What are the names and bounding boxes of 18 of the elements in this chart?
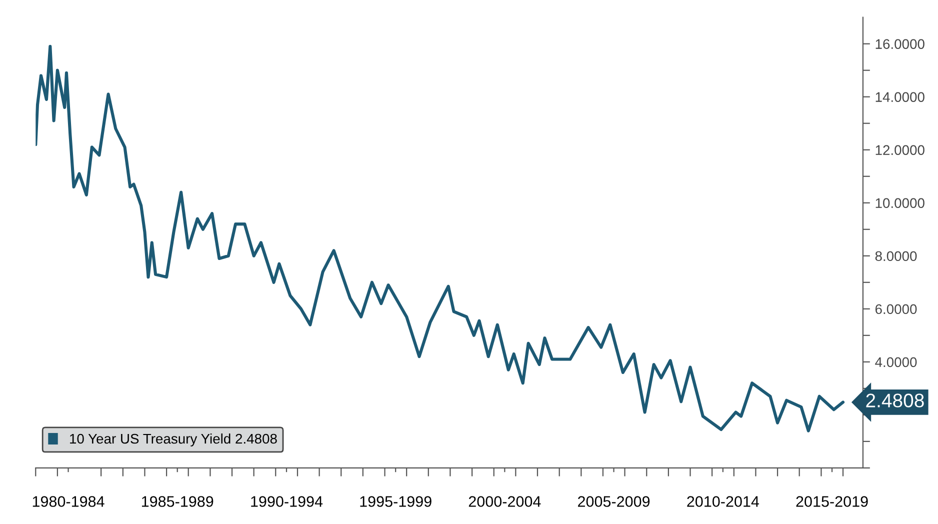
y-tick-label: 6.0000: [875, 304, 917, 314]
line-series: [36, 44, 845, 432]
legend-label: 10 Year US Treasury Yield 2.4808: [70, 433, 277, 446]
y-tick-label: 10.0000: [876, 198, 924, 208]
x-tick-label: 1995-1999: [360, 496, 432, 507]
x-tick-label: 2000-2004: [468, 496, 541, 507]
x-tick-label: 2010-2014: [687, 496, 760, 507]
x-tick-label: 2015-2019: [796, 496, 868, 507]
x-tick-label: 1980-1984: [32, 496, 104, 507]
y-tick-label: 4.0000: [875, 357, 917, 368]
y-tick-label: 14.0000: [876, 92, 924, 102]
y-tick-label: 12.0000: [876, 145, 924, 155]
x-tick-label: 2005-2009: [578, 496, 650, 507]
y-tick-label: 8.0000: [875, 251, 917, 262]
x-tick-label: 1985-1989: [142, 496, 214, 507]
y-tick-label: 16.0000: [876, 39, 924, 49]
x-tick-label: 1990-1994: [251, 496, 323, 507]
annotation: 2.4808: [866, 394, 924, 408]
